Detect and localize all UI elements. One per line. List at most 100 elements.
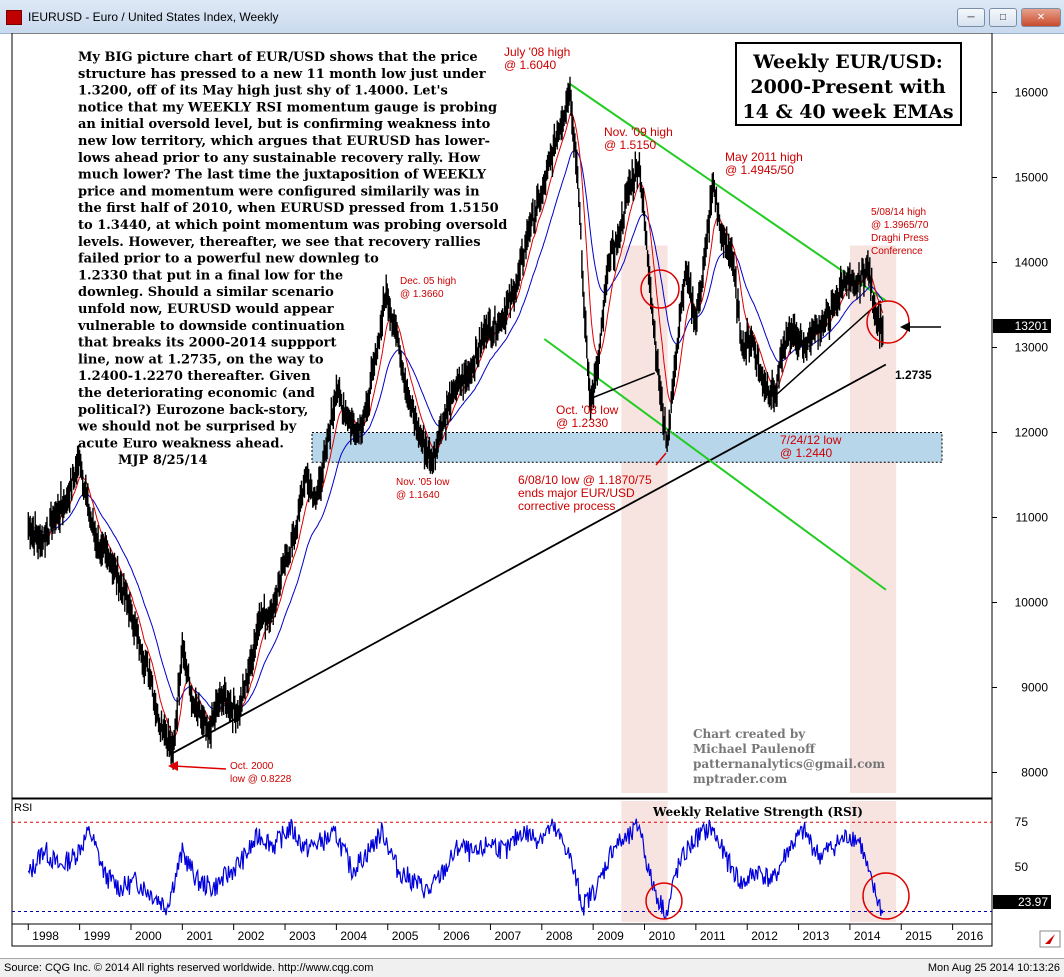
title-box [735,42,962,126]
annotation-label: July '08 high [504,45,570,59]
annotation-label: Nov. '05 low [396,477,450,488]
x-tick-label: 1999 [84,929,111,943]
support-trendline-2000-2014 [172,363,887,754]
status-datetime: Mon Aug 25 2014 10:13:26 [927,962,1060,974]
rsi-last-label: 23.97 [1018,895,1048,909]
x-tick-label: 2005 [392,929,419,943]
rsi-last-tag [993,895,1051,909]
commentary-line: an initial oversold level, but is confir… [78,117,491,132]
commentary-line: line, now at 1.2735, on the way to [78,352,324,367]
commentary-line: acute Euro weakness ahead. [78,436,284,451]
x-tick-label: 2007 [494,929,521,943]
trendline-2008-2010 [590,372,656,400]
shade-period-1 [849,245,897,793]
commentary-line: lows ahead prior to any sustainable reco… [78,151,481,166]
annotation-sub: @ 1.2440 [780,446,833,460]
credit-line: Michael Paulenoff [693,742,816,756]
credit-line: patternanalytics@gmail.com [693,757,885,771]
commentary-line: My BIG picture chart of EUR/USD shows th… [78,50,478,65]
x-tick-label: 2010 [649,929,676,943]
annotation-label: May 2011 high [725,150,803,164]
rsi-circle-2014 [862,872,910,920]
x-axis-labels: 1998 1999 2000 2001 2002 2003 2004 2005 2006 2007… [27,924,984,943]
x-tick-label: 2012 [751,929,778,943]
annotation-sub: @ 1.2330 [556,416,609,430]
commentary-line: notice that my WEEKLY RSI momentum gauge… [78,100,497,115]
annotation-label: 1.2735 [895,368,932,382]
commentary-line: price and momentum were configured simil… [78,184,480,199]
x-tick-label: 2011 [700,929,726,943]
credit-line: mptrader.com [693,772,787,786]
annotation-label: Dec. 05 high [400,276,456,287]
maximize-button[interactable]: □ [989,8,1017,27]
credit-line: Chart created by [693,727,806,741]
arrow-2010-low [655,452,667,466]
chart-title-line2: 2000-Present with [750,76,945,98]
annotation-sub: low @ 0.8228 [230,774,292,785]
rsi-panel-label: RSI [14,802,32,814]
commentary-line: structure has pressed to a new 11 month … [78,67,486,82]
minimize-icon: ─ [967,12,975,23]
price-tick-label: 15000 [1015,171,1049,185]
x-tick-label: 2004 [340,929,367,943]
chart-title-line1: Weekly EUR/USD: [752,51,943,73]
status-bar: Source: CQG Inc. © 2014 All rights reser… [0,958,1064,977]
scroll-arrow[interactable] [1039,930,1061,948]
annotations: July '08 high@ 1.6040 Nov. '09 high@ 1.51… [230,45,932,785]
window-title: IEURUSD - Euro / United States Index, We… [28,10,279,24]
x-tick-label: 2016 [957,929,984,943]
rsi-line [27,818,884,920]
rsi-circle-2010 [645,882,683,920]
commentary-line: 1.2400-1.2270 thereafter. Given [78,369,311,384]
commentary-text: My BIG picture chart of EUR/USD shows th… [77,50,507,468]
channel-lower-line [543,338,887,591]
annotation-label: Oct. '08 low [556,403,619,417]
commentary-line: vulnerable to downside continuation [77,319,345,334]
price-tick-label: 14000 [1015,256,1049,270]
price-series [27,76,884,770]
x-tick-label: 2008 [546,929,573,943]
annotation-sub3: Conference [871,246,923,257]
rsi-y-axis: 50 75 [12,815,1028,912]
rsi-panel [11,798,993,925]
annotation-sub: @ 1.5150 [604,138,657,152]
chart-title-line3: 14 & 40 week EMAs [742,101,953,123]
x-tick-label: 2000 [135,929,162,943]
annotation-sub: @ 1.1640 [396,490,440,501]
commentary-line: 1.3200, off of its May high just shy of … [78,84,448,99]
arrow-2000-low [173,765,227,770]
annotation-sub: @ 1.3965/70 [871,220,929,231]
trendlines [172,83,887,754]
x-tick-label: 2014 [854,929,881,943]
x-tick-label: 2009 [597,929,624,943]
annotation-label: 6/08/10 low @ 1.1870/75 [518,473,652,487]
annotation-sub2: Draghi Press [871,233,929,244]
close-button[interactable]: ✕ [1021,8,1061,27]
price-tick-label: 8000 [1021,766,1048,780]
annotation-sub2: corrective process [518,499,615,513]
arrow-icon [1045,934,1055,944]
arrow-2000-head [168,761,178,771]
price-y-axis: 8000 9000 10000 11000 12000 13000 14000 15000 16… [992,86,1048,780]
price-tick-label: 16000 [1015,86,1049,100]
x-tick-label: 2006 [443,929,470,943]
commentary-line: 1.2330 that put in a final low for the [78,268,343,283]
commentary-line: levels. However, thereafter, we see that… [78,235,481,250]
annotation-label: 5/08/14 high [871,207,926,218]
shade-period-0 [621,245,668,793]
commentary-line: downleg. Should a similar scenario [78,285,334,300]
commentary-signature: MJP 8/25/14 [118,453,208,468]
x-tick-label: 2003 [289,929,316,943]
rsi-title: Weekly Relative Strength (RSI) [652,805,863,819]
app-icon [6,10,22,25]
last-price-label: 13201 [1015,319,1049,333]
annotation-sub: @ 1.4945/50 [725,163,794,177]
minimize-button[interactable]: ─ [957,8,985,27]
channel-upper-line [569,83,887,302]
price-tick-label: 11000 [1016,511,1049,525]
price-tick-label: 9000 [1021,681,1048,695]
commentary-line: new low territory, which argues that EUR… [78,134,490,149]
commentary-line: political?) Eurozone back-story, [78,403,308,418]
rsi-shade-period-1 [849,801,897,922]
